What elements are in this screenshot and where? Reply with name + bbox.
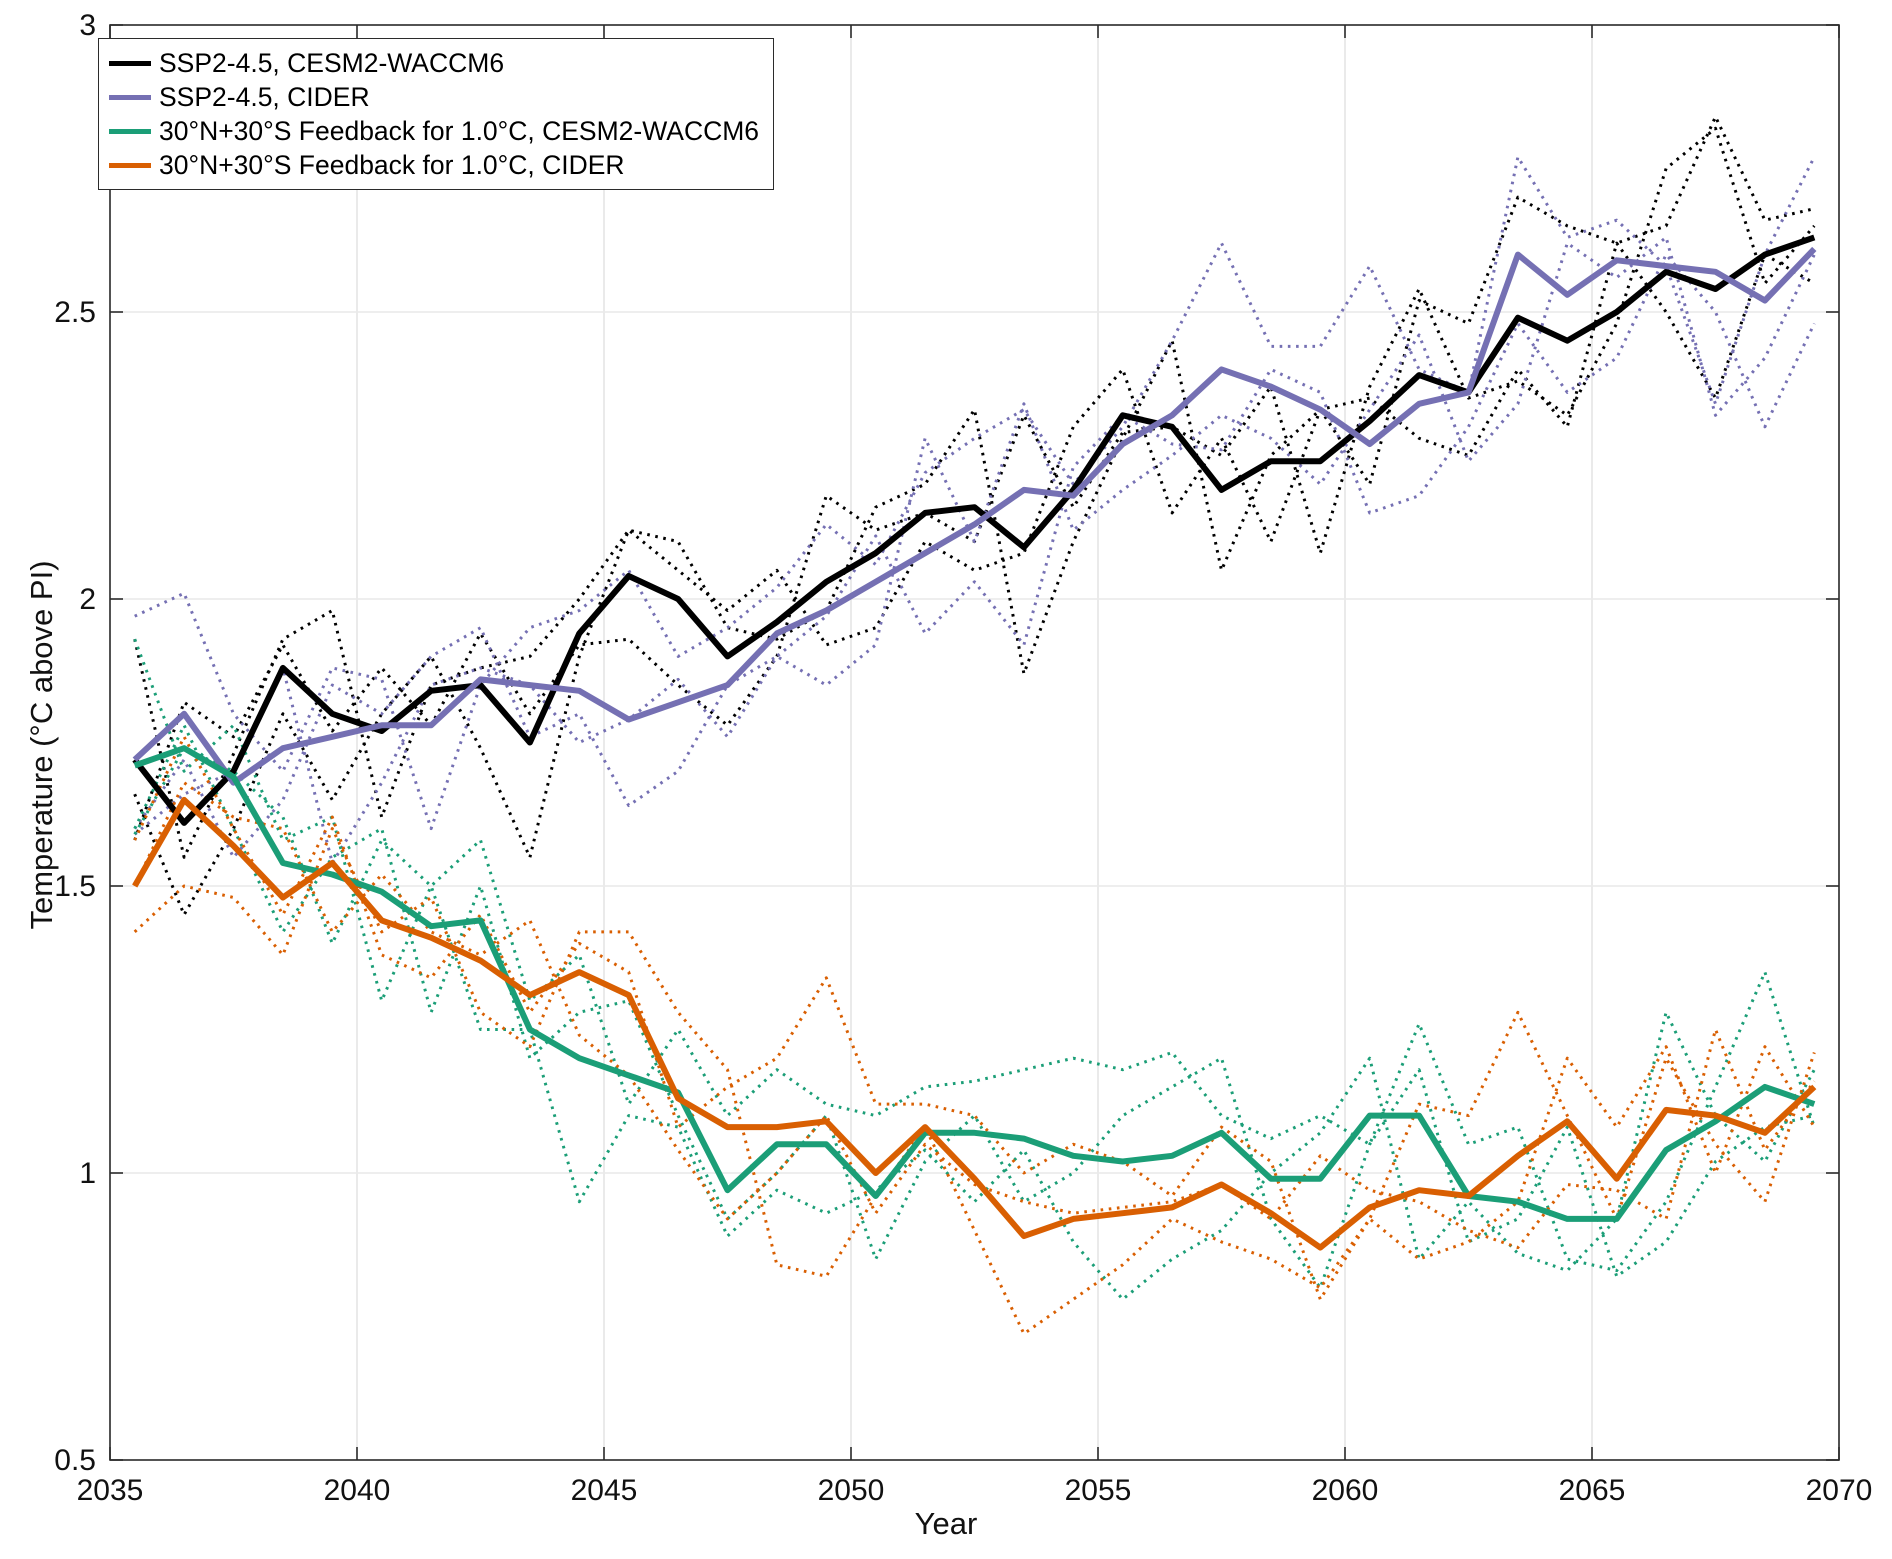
mean-line-3 <box>132 796 1817 1251</box>
legend: SSP2-4.5, CESM2-WACCM6 SSP2-4.5, CIDER 3… <box>98 38 775 190</box>
legend-line-swatch-orange <box>109 162 151 168</box>
legend-line-swatch-black <box>109 60 151 66</box>
legend-label: 30°N+30°S Feedback for 1.0°C, CIDER <box>159 150 625 180</box>
x-tick-label-2065: 2065 <box>1559 1474 1626 1507</box>
member-line-3 <box>134 155 1816 831</box>
x-tick-label-2055: 2055 <box>1065 1474 1132 1507</box>
x-tick-label-2060: 2060 <box>1312 1474 1379 1507</box>
member-line-7 <box>133 723 1815 1290</box>
legend-entry-feedback-cider: 30°N+30°S Feedback for 1.0°C, CIDER <box>109 148 759 182</box>
y-tick-label-1.5: 1.5 <box>54 870 96 903</box>
member-line-9 <box>133 827 1816 1336</box>
member-line-4 <box>133 235 1816 859</box>
x-axis-label: Year <box>914 1506 978 1541</box>
x-tick-label-2040: 2040 <box>324 1474 391 1507</box>
legend-label: SSP2-4.5, CIDER <box>159 82 370 112</box>
y-tick-label-2: 2 <box>79 583 96 616</box>
legend-entry-ssp245-cesm: SSP2-4.5, CESM2-WACCM6 <box>109 46 759 80</box>
x-tick-label-2045: 2045 <box>571 1474 638 1507</box>
y-tick-label-1: 1 <box>79 1157 96 1190</box>
y-tick-label-3: 3 <box>79 9 96 42</box>
x-tick-label-2035: 2035 <box>77 1474 144 1507</box>
member-line-5 <box>133 253 1816 865</box>
legend-label: 30°N+30°S Feedback for 1.0°C, CESM2-WACC… <box>159 116 760 146</box>
y-tick-label-2.5: 2.5 <box>54 296 96 329</box>
legend-line-swatch-purple <box>109 94 151 100</box>
mean-line-1 <box>132 246 1817 786</box>
mean-line-0 <box>132 234 1816 826</box>
y-axis-label: Temperature (°C above PI) <box>24 560 59 930</box>
mean-line-2 <box>133 745 1816 1222</box>
legend-label: SSP2-4.5, CESM2-WACCM6 <box>159 48 505 78</box>
plot-frame <box>109 24 1840 1461</box>
member-line-11 <box>133 781 1816 1250</box>
legend-entry-ssp245-cider: SSP2-4.5, CIDER <box>109 80 759 114</box>
x-tick-label-2070: 2070 <box>1806 1474 1873 1507</box>
legend-entry-feedback-cesm: 30°N+30°S Feedback for 1.0°C, CESM2-WACC… <box>109 114 759 148</box>
x-tick-label-2050: 2050 <box>818 1474 885 1507</box>
legend-line-swatch-green <box>109 128 151 134</box>
y-tick-label-0.5: 0.5 <box>54 1444 96 1477</box>
